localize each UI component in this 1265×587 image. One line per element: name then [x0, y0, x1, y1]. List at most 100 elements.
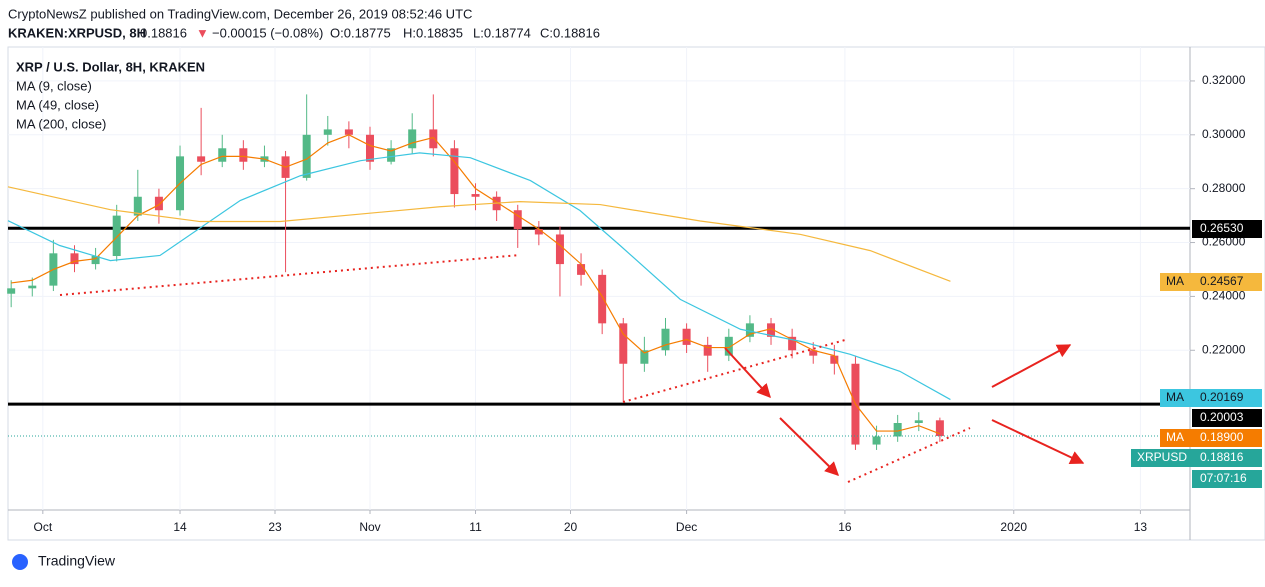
ohlc-close: C:0.18816 — [540, 25, 600, 40]
candle-body — [682, 328, 691, 345]
legend-entry: MA (9, close) — [16, 78, 92, 93]
arrow — [779, 417, 839, 476]
legend-entry: MA (200, close) — [16, 116, 106, 131]
x-tick-label: 20 — [564, 520, 578, 534]
trendline — [59, 254, 521, 296]
price-label-box — [1160, 389, 1262, 407]
y-tick-label: 0.24000 — [1202, 289, 1246, 303]
arrow — [991, 344, 1072, 388]
price-label: 0.26530 — [1200, 221, 1244, 235]
y-tick-label: 0.22000 — [1202, 342, 1246, 356]
x-tick-label: Nov — [359, 520, 380, 534]
price-label-box — [1192, 220, 1262, 238]
x-tick-label: 2020 — [1000, 520, 1027, 534]
plot — [7, 47, 1190, 510]
price-label: 0.20003 — [1200, 410, 1244, 424]
candle-body — [154, 196, 163, 211]
candle-body — [450, 148, 459, 195]
x-tick-label: 23 — [268, 520, 282, 534]
published: CryptoNewsZ published on TradingView.com… — [8, 6, 472, 21]
price-label-box — [1131, 449, 1262, 467]
x-tick-label: 16 — [838, 520, 852, 534]
candle-body — [344, 129, 353, 135]
brand-logo — [12, 554, 28, 570]
arrow — [991, 419, 1085, 464]
annotations — [59, 254, 1085, 483]
candle-body — [7, 288, 16, 294]
ohlc-high: H:0.18835 — [403, 25, 463, 40]
ma-line — [7, 186, 951, 282]
candle-body — [365, 134, 374, 162]
legend: XRP / U.S. Dollar, 8H, KRAKEN MA (9, clo… — [16, 59, 205, 131]
x-tick-label: 11 — [469, 520, 482, 534]
candle-body — [239, 148, 248, 162]
candle-body — [91, 256, 100, 265]
ohlc-open: O:0.18775 — [330, 25, 391, 40]
candle-body — [598, 274, 607, 324]
candle-body — [323, 129, 332, 135]
y-tick-label: 0.26000 — [1202, 235, 1246, 249]
candle-body — [218, 148, 227, 162]
x-tick-label: Dec — [676, 520, 697, 534]
price-label: 0.24567 — [1200, 274, 1244, 288]
y-tick-label: 0.30000 — [1202, 127, 1246, 141]
legend-entry: MA (49, close) — [16, 97, 99, 112]
price-label-tag: XRPUSD — [1137, 450, 1187, 464]
candle-body — [914, 420, 923, 424]
candle-body — [703, 344, 712, 356]
legend-title: XRP / U.S. Dollar, 8H, KRAKEN — [16, 59, 205, 74]
price-label: 0.18816 — [1200, 450, 1244, 464]
change: −0.00015 (−0.08%) — [212, 25, 323, 40]
candle-body — [830, 355, 839, 364]
ma-line — [11, 134, 941, 435]
last: 0.18816 — [140, 25, 187, 40]
candle-body — [387, 148, 396, 162]
trendline — [622, 339, 846, 403]
candle-body — [534, 229, 543, 235]
x-tick-label: 14 — [173, 520, 187, 534]
candle-body — [577, 264, 586, 275]
candle-body — [935, 420, 944, 437]
candle-body — [661, 328, 670, 351]
price-label-tag: MA — [1166, 430, 1184, 444]
arrow — [724, 347, 771, 399]
candle-body — [640, 350, 649, 364]
candle-body — [429, 129, 438, 149]
candle-body — [893, 423, 902, 437]
price-label-box — [1192, 409, 1262, 427]
price-label-box — [1160, 429, 1262, 447]
candle-body — [28, 285, 37, 289]
candle-body — [745, 323, 754, 337]
symbol: KRAKEN:XRPUSD, 8H — [8, 25, 146, 40]
price-label-tag: MA — [1166, 390, 1184, 404]
price-label: 0.20169 — [1200, 390, 1244, 404]
ma-line — [7, 152, 951, 401]
candle-body — [724, 336, 733, 356]
candle-body — [788, 336, 797, 351]
brand: TradingView — [38, 553, 116, 569]
arrow: ▼ — [196, 25, 209, 40]
candle-body — [471, 194, 480, 197]
countdown-box — [1192, 470, 1262, 488]
candle-body — [872, 436, 881, 445]
candle-body — [197, 156, 206, 162]
x-tick-label: 13 — [1134, 520, 1148, 534]
candle-body — [809, 350, 818, 356]
x-tick-label: Oct — [33, 520, 52, 534]
y-tick-label: 0.32000 — [1202, 73, 1246, 87]
price-label-tag: MA — [1166, 274, 1184, 288]
candle-body — [767, 323, 776, 337]
candle-body — [302, 134, 311, 178]
countdown: 07:07:16 — [1200, 471, 1247, 485]
price-label: 0.18900 — [1200, 430, 1244, 444]
candle-body — [70, 253, 79, 265]
candle-body — [555, 234, 564, 265]
candle-body — [133, 196, 142, 216]
candle-body — [112, 215, 121, 257]
price-label-box — [1160, 273, 1262, 291]
trendline — [847, 427, 971, 483]
y-tick-label: 0.28000 — [1202, 181, 1246, 195]
ohlc-low: L:0.18774 — [473, 25, 531, 40]
